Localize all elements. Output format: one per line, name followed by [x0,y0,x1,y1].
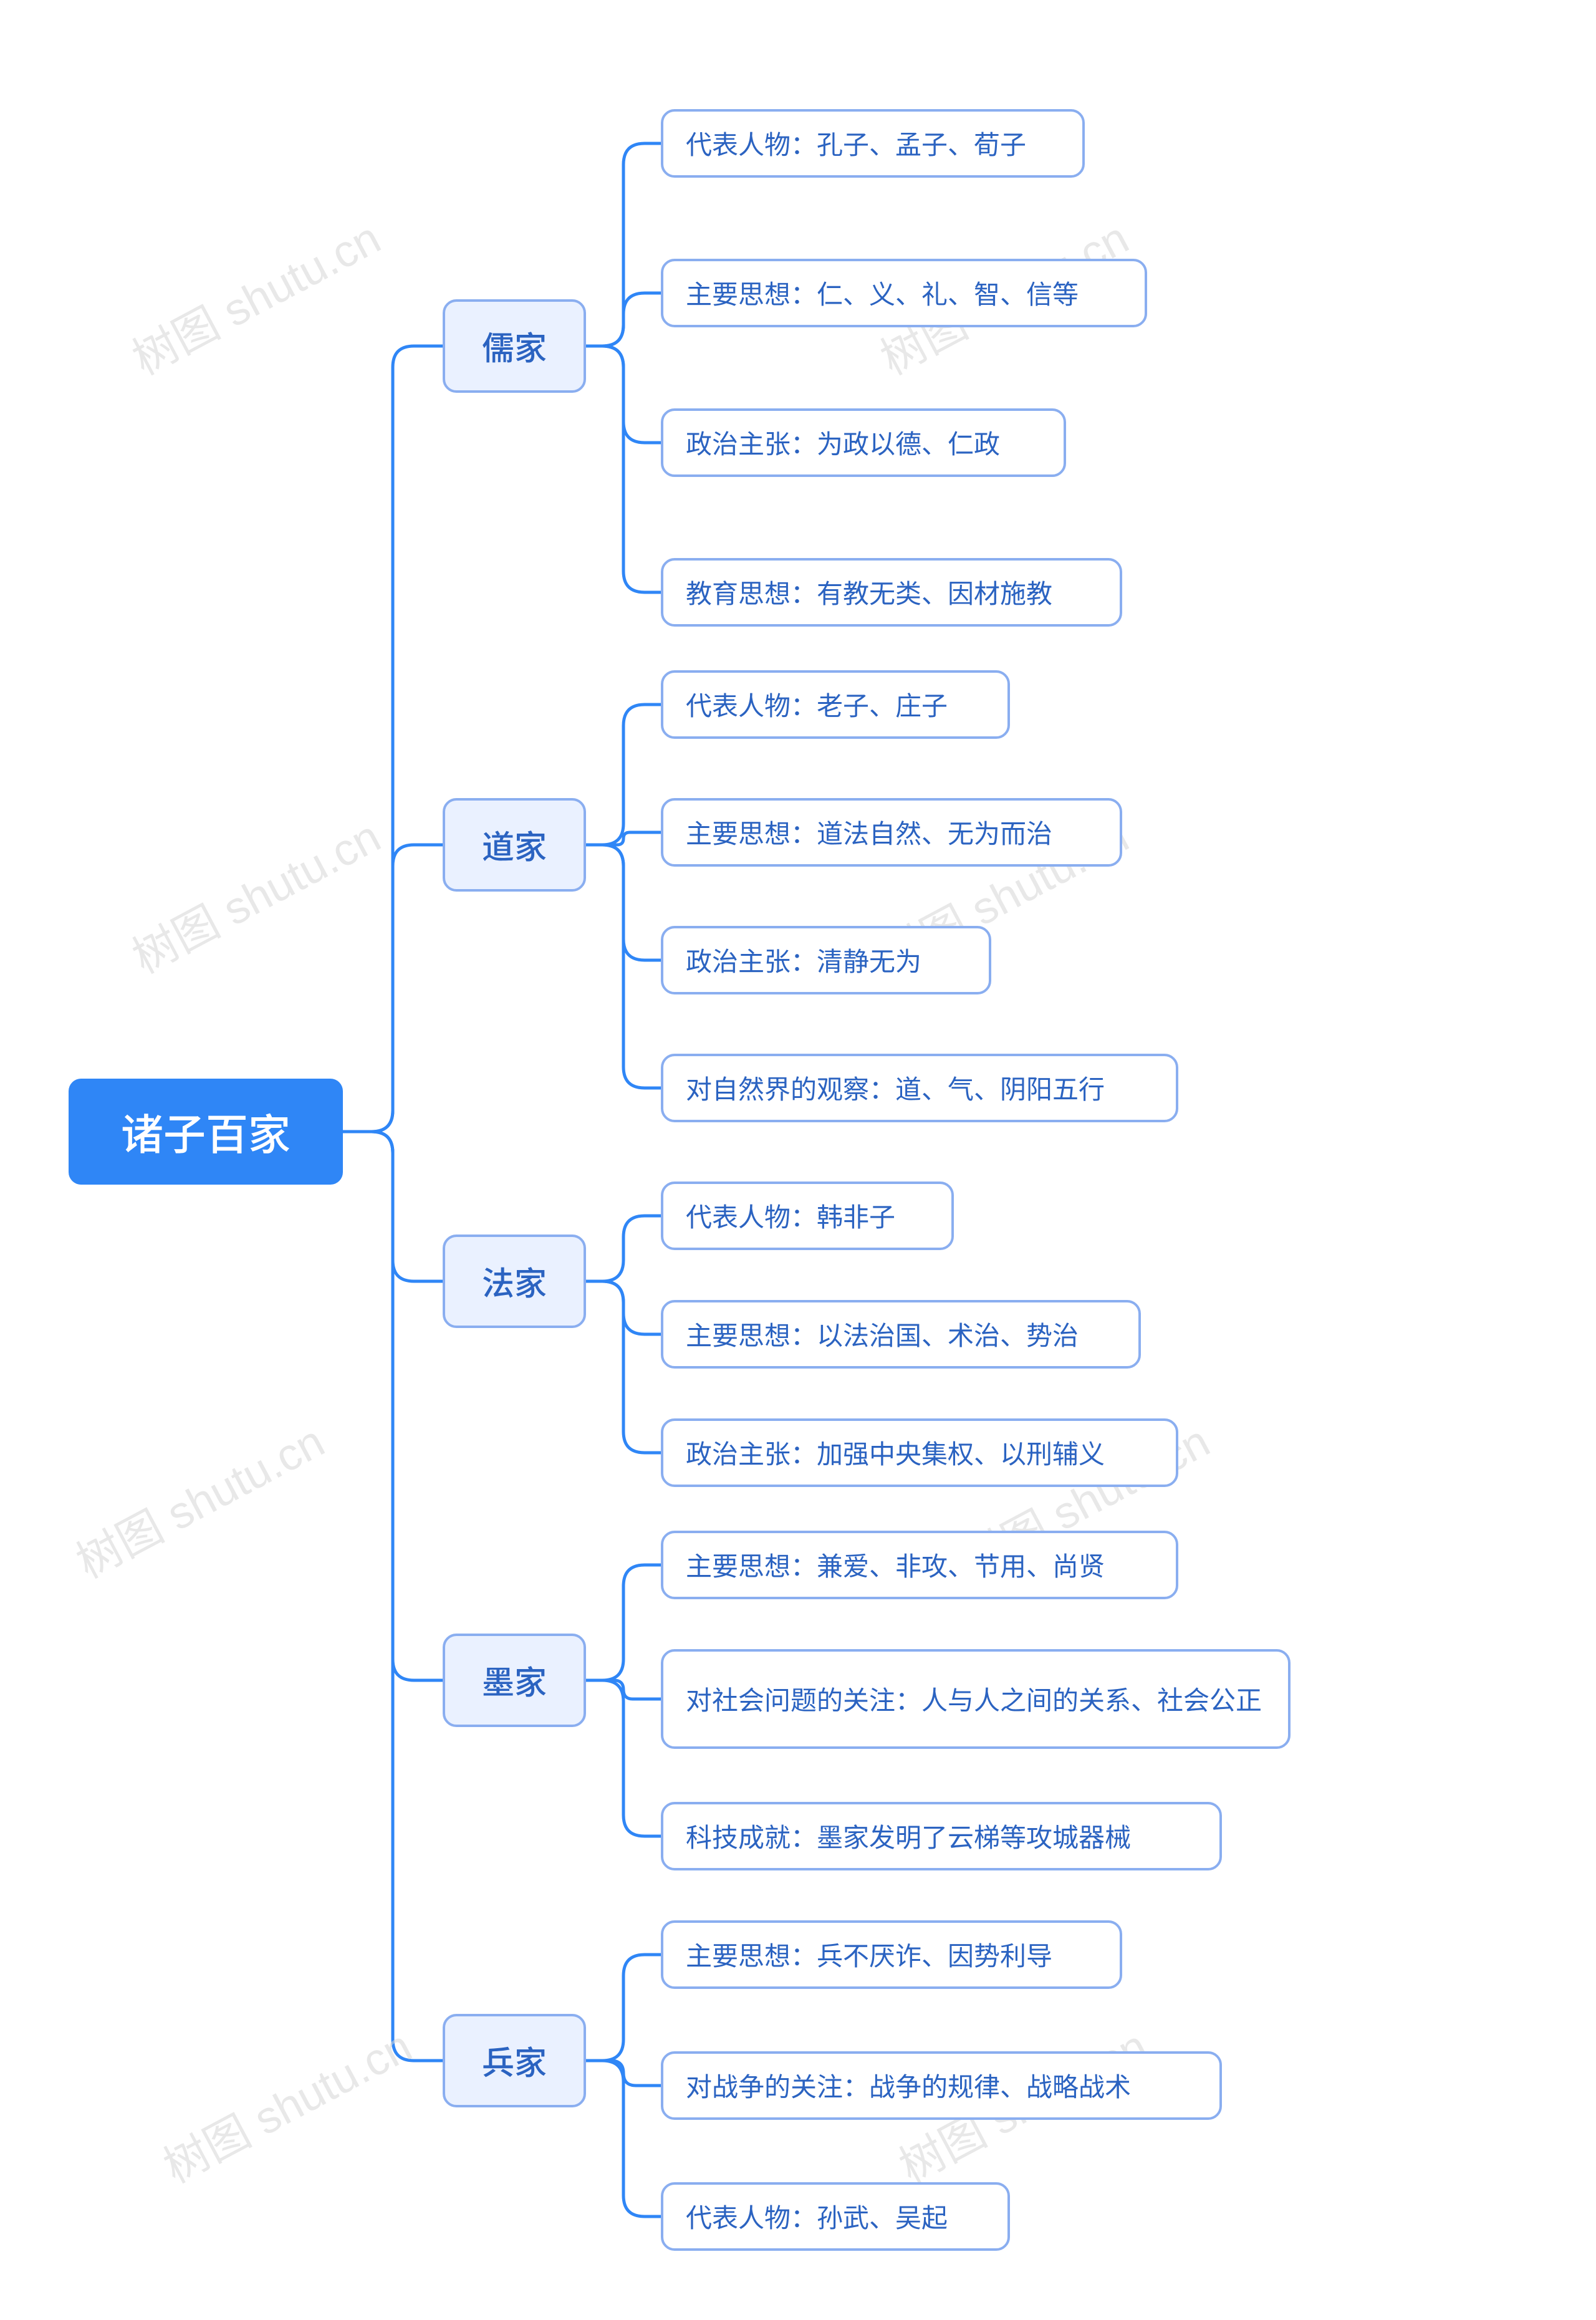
leaf-label: 对自然界的观察：道、气、阴阳五行 [686,1070,1105,1107]
leaf-label: 主要思想：以法治国、术治、势治 [686,1316,1079,1353]
leaf-node[interactable]: 对社会问题的关注：人与人之间的关系、社会公正 [661,1649,1291,1749]
branch-node-rujia[interactable]: 儒家 [443,299,586,393]
watermark: 树图 shutu.cn [63,1405,334,1591]
leaf-node[interactable]: 政治主张：为政以德、仁政 [661,408,1066,477]
watermark: 树图 shutu.cn [119,801,390,986]
leaf-node[interactable]: 代表人物：孙武、吴起 [661,2182,1010,2251]
leaf-node[interactable]: 对战争的关注：战争的规律、战略战术 [661,2051,1222,2120]
leaf-label: 政治主张：清静无为 [686,942,921,979]
leaf-label: 代表人物：孙武、吴起 [686,2198,948,2235]
leaf-label: 代表人物：韩非子 [686,1198,895,1235]
branch-node-mojia[interactable]: 墨家 [443,1634,586,1727]
mindmap-canvas: 树图 shutu.cn 树图 shutu.cn 树图 shutu.cn 树图 s… [0,0,1596,2320]
leaf-label: 主要思想：兼爱、非攻、节用、尚贤 [686,1547,1105,1584]
leaf-node[interactable]: 主要思想：兼爱、非攻、节用、尚贤 [661,1531,1178,1599]
leaf-node[interactable]: 科技成就：墨家发明了云梯等攻城器械 [661,1802,1222,1870]
leaf-node[interactable]: 政治主张：清静无为 [661,926,991,994]
leaf-node[interactable]: 主要思想：道法自然、无为而治 [661,798,1122,867]
root-node[interactable]: 诸子百家 [69,1079,343,1185]
leaf-node[interactable]: 教育思想：有教无类、因材施教 [661,558,1122,627]
leaf-node[interactable]: 主要思想：以法治国、术治、势治 [661,1300,1141,1369]
leaf-node[interactable]: 政治主张：加强中央集权、以刑辅义 [661,1418,1178,1487]
leaf-label: 政治主张：为政以德、仁政 [686,425,1000,461]
leaf-label: 主要思想：兵不厌诈、因势利导 [686,1937,1052,1973]
branch-node-fajia[interactable]: 法家 [443,1235,586,1328]
leaf-node[interactable]: 代表人物：孔子、孟子、荀子 [661,109,1085,178]
branch-node-daojia[interactable]: 道家 [443,798,586,892]
leaf-node[interactable]: 代表人物：老子、庄子 [661,670,1010,739]
leaf-node[interactable]: 代表人物：韩非子 [661,1182,954,1250]
leaf-node[interactable]: 主要思想：兵不厌诈、因势利导 [661,1920,1122,1989]
leaf-label: 主要思想：仁、义、礼、智、信等 [686,275,1079,312]
branch-node-bingjia[interactable]: 兵家 [443,2014,586,2107]
leaf-label: 代表人物：孔子、孟子、荀子 [686,125,1026,162]
leaf-node[interactable]: 对自然界的观察：道、气、阴阳五行 [661,1054,1178,1122]
watermark: 树图 shutu.cn [150,2010,421,2195]
leaf-label: 对社会问题的关注：人与人之间的关系、社会公正 [686,1681,1262,1718]
leaf-node[interactable]: 主要思想：仁、义、礼、智、信等 [661,259,1147,327]
leaf-label: 代表人物：老子、庄子 [686,686,948,723]
leaf-label: 政治主张：加强中央集权、以刑辅义 [686,1435,1105,1471]
leaf-label: 主要思想：道法自然、无为而治 [686,814,1052,851]
watermark: 树图 shutu.cn [119,202,390,387]
leaf-label: 对战争的关注：战争的规律、战略战术 [686,2067,1131,2104]
leaf-label: 教育思想：有教无类、因材施教 [686,574,1052,611]
leaf-label: 科技成就：墨家发明了云梯等攻城器械 [686,1818,1131,1855]
